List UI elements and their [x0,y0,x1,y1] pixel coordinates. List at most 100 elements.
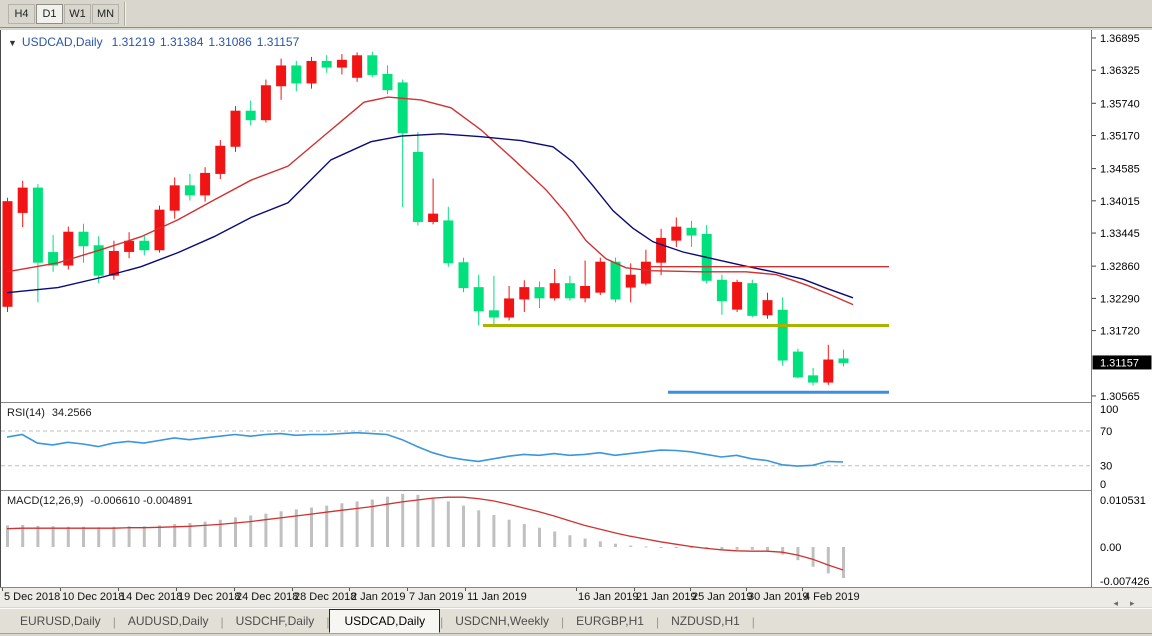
candle-body [245,110,256,121]
chart-bottom-border [0,587,1152,588]
open-value: 1.31219 [111,35,155,49]
time-axis-label: 4 Feb 2019 [804,591,860,603]
macd-histogram-bar [826,547,830,574]
rsi-panel[interactable]: RSI(14) 34.2566 [1,404,1091,490]
scroll-left-icon[interactable]: ◂ [1113,598,1130,608]
time-axis[interactable]: 5 Dec 2018 10 Dec 2018 14 Dec 2018 19 Dec 2… [0,588,1152,607]
macd-histogram-bar [811,547,815,567]
timeframe-button-w1[interactable]: W1 [64,4,91,24]
candlestick-chart[interactable] [1,30,1091,402]
macd-histogram-bar [553,531,557,547]
price-tick-label: 1.30565 [1100,391,1140,403]
macd-scale-label: 0.010531 [1100,495,1146,507]
price-tick-label: 1.34585 [1100,164,1140,176]
candle-body [200,172,211,196]
tab-usdcad[interactable]: USDCAD,Daily [329,609,441,633]
candle-body [716,279,727,302]
candle-body [595,261,606,293]
time-axis-tick [60,588,61,591]
timeframe-toolbar: H4 D1 W1 MN [0,0,1152,28]
time-axis-tick [465,588,466,591]
candle-body [534,287,545,299]
macd-histogram-bar [188,523,192,547]
rsi-scale-label: 30 [1100,461,1112,473]
timeframe-button-d1[interactable]: D1 [36,4,63,24]
candle-body [397,82,408,134]
time-axis-label: 25 Jan 2019 [692,591,753,603]
candle-body [762,300,773,316]
time-axis-tick [234,588,235,591]
panel-divider[interactable] [1,490,1091,492]
candle-body [352,55,363,78]
time-axis-label: 30 Jan 2019 [748,591,809,603]
price-tick-label: 1.36325 [1100,65,1140,77]
price-tick-label: 1.35170 [1100,131,1140,143]
symbol-dropdown-icon[interactable]: ▼ [8,38,17,48]
time-axis-tick [349,588,350,591]
macd-value: -0.006610 -0.004891 [90,495,193,507]
tab-usdchf[interactable]: USDCHF,Daily [235,614,315,628]
macd-chart[interactable] [1,492,1091,587]
chart-symbol-label: USDCAD,Daily [21,35,103,49]
macd-histogram-bar [21,524,25,547]
macd-histogram-bar [462,505,465,547]
tab-usdcnh[interactable]: USDCNH,Weekly [455,614,550,628]
price-axis[interactable]: 1.36895 1.36325 1.35740 1.35170 1.34585 1.340… [1091,30,1152,587]
time-axis-tick [690,588,691,591]
macd-histogram-bar [629,545,633,547]
timeframe-button-h4[interactable]: H4 [8,4,35,24]
chart-title: ▼ USDCAD,Daily 1.31219 1.31384 1.31086 1.3115… [8,35,299,49]
rsi-scale-label: 0 [1100,479,1106,491]
macd-histogram-bar [218,519,222,547]
price-panel[interactable]: ▼ USDCAD,Daily 1.31219 1.31384 1.31086 1.3115… [1,30,1091,402]
tab-nzdusd[interactable]: NZDUSD,H1 [671,614,740,628]
candle-body [671,226,682,241]
tab-separator: | [220,615,224,629]
tab-eurgbp[interactable]: EURGBP,H1 [576,614,644,628]
macd-histogram-bar [720,547,724,550]
time-axis-tick [292,588,293,591]
current-price-label: 1.31157 [1100,357,1139,369]
macd-histogram-bar [370,499,374,547]
candle-body [519,287,530,300]
macd-panel[interactable]: MACD(12,26,9) -0.006610 -0.004891 [1,492,1091,587]
timeframe-button-mn[interactable]: MN [92,4,119,24]
scroll-right-icon[interactable]: ▸ [1130,598,1147,608]
tab-separator: | [655,615,660,629]
macd-histogram-bar [355,501,359,547]
horizontal-scrollbar[interactable]: ◂▸ [1108,598,1152,608]
macd-histogram-bar [766,547,769,551]
price-tick-label: 1.35740 [1100,98,1140,110]
macd-histogram-bar [249,515,253,547]
candle-body [686,227,697,236]
candle-body [732,282,743,310]
time-axis-label: 21 Jan 2019 [636,591,697,603]
tab-audusd[interactable]: AUDUSD,Daily [127,614,209,628]
candle-body [215,145,226,174]
candle-body [184,185,195,196]
macd-histogram-bar [310,507,313,547]
rsi-chart[interactable] [1,404,1091,490]
macd-histogram-bar [781,547,785,555]
candle-body [488,310,499,318]
candle-body [777,309,788,361]
candle-body [260,85,271,121]
chart-plot-area[interactable]: ▼ USDCAD,Daily 1.31219 1.31384 1.31086 1.3115… [0,30,1091,587]
time-axis-tick [576,588,577,591]
candle-body [792,351,803,378]
macd-histogram-bar [203,521,207,547]
macd-histogram-bar [492,515,496,547]
time-axis-tick [407,588,408,591]
macd-histogram-bar [401,493,405,547]
rsi-scale-label: 100 [1100,404,1118,416]
candle-body [321,60,332,68]
macd-label: MACD(12,26,9) -0.006610 -0.004891 [7,495,193,507]
tab-eurusd[interactable]: EURUSD,Daily [20,614,101,628]
candle-body [2,201,13,307]
macd-scale-label: 0.00 [1100,542,1121,554]
macd-histogram-bar [674,547,678,548]
candle-body [124,240,135,252]
price-tick-label: 1.36895 [1100,33,1140,45]
panel-divider[interactable] [1,402,1091,404]
rsi-label: RSI(14) 34.2566 [7,407,92,419]
